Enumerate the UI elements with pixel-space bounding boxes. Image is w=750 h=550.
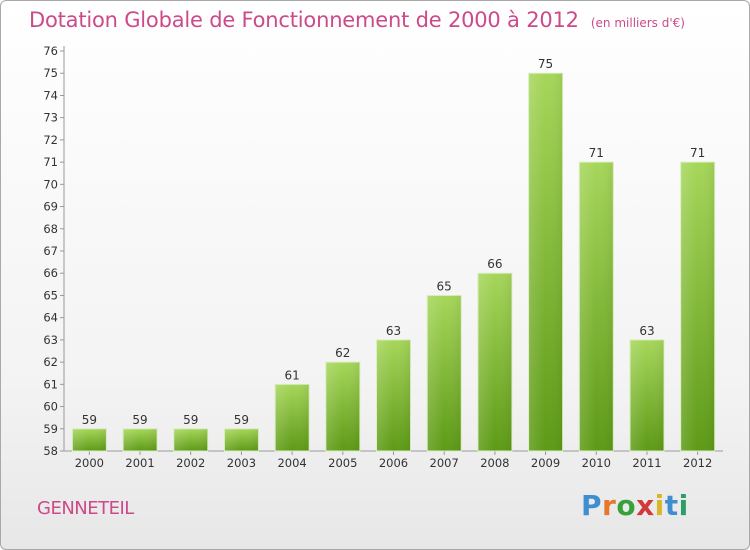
x-tick-label: 2010 <box>582 456 611 470</box>
x-tick-label: 2004 <box>277 456 306 470</box>
bar-value-label: 59 <box>183 413 198 427</box>
y-tick-label: 60 <box>43 400 58 414</box>
logo-letter: P <box>581 489 603 522</box>
y-tick-label: 63 <box>43 333 58 347</box>
bar-shine <box>123 428 158 451</box>
y-tick-label: 67 <box>43 244 58 258</box>
y-tick-label: 69 <box>43 200 58 214</box>
logo-letter: t <box>664 489 679 522</box>
y-tick-label: 68 <box>43 222 58 236</box>
bar-value-label: 63 <box>386 324 401 338</box>
bar-shine <box>72 428 107 451</box>
proxiti-logo: Proxiti <box>581 489 689 522</box>
bar-value-label: 71 <box>589 146 604 160</box>
bar-value-label: 66 <box>487 257 502 271</box>
x-tick-label: 2012 <box>683 456 712 470</box>
x-tick-label: 2011 <box>632 456 661 470</box>
x-tick-label: 2006 <box>379 456 408 470</box>
logo-letter: i <box>678 489 689 522</box>
commune-name: GENNETEIL <box>37 498 134 519</box>
y-tick-label: 76 <box>43 44 58 58</box>
y-tick-label: 70 <box>43 177 58 191</box>
y-tick-label: 61 <box>43 377 58 391</box>
bar-value-label: 59 <box>132 413 147 427</box>
bar-shine <box>629 339 664 451</box>
bar-value-label: 63 <box>639 324 654 338</box>
bar-shine <box>680 162 715 451</box>
logo-letter: i <box>654 489 665 522</box>
bar-shine <box>528 73 563 451</box>
logo-letter: r <box>602 489 617 522</box>
y-tick-label: 72 <box>43 133 58 147</box>
y-tick-label: 59 <box>43 422 58 436</box>
x-tick-label: 2002 <box>176 456 205 470</box>
logo-letter: o <box>616 489 637 522</box>
title-row: Dotation Globale de Fonctionnement de 20… <box>29 8 685 32</box>
bar-value-label: 59 <box>234 413 249 427</box>
bar-shine <box>275 384 310 451</box>
bar-shine <box>173 428 208 451</box>
bar-shine <box>376 339 411 451</box>
y-tick-label: 75 <box>43 66 58 80</box>
bar-shine <box>224 428 259 451</box>
y-tick-label: 65 <box>43 288 58 302</box>
bar-value-label: 75 <box>538 57 553 71</box>
bar-value-label: 59 <box>82 413 97 427</box>
x-tick-label: 2001 <box>125 456 154 470</box>
y-tick-label: 66 <box>43 266 58 280</box>
chart-subtitle: (en milliers d'€) <box>590 16 685 30</box>
x-tick-label: 2008 <box>480 456 509 470</box>
x-tick-label: 2009 <box>531 456 560 470</box>
bar-shine <box>477 273 512 451</box>
bar-value-label: 65 <box>437 279 452 293</box>
y-tick-label: 74 <box>43 88 58 102</box>
x-tick-label: 2000 <box>75 456 104 470</box>
y-tick-label: 73 <box>43 111 58 125</box>
bar-shine <box>427 295 462 451</box>
bar-value-label: 71 <box>690 146 705 160</box>
x-tick-label: 2003 <box>227 456 256 470</box>
chart-title: Dotation Globale de Fonctionnement de 20… <box>29 8 579 32</box>
y-tick-label: 71 <box>43 155 58 169</box>
y-tick-label: 62 <box>43 355 58 369</box>
x-tick-label: 2005 <box>328 456 357 470</box>
bar-shine <box>579 162 614 451</box>
bar-shine <box>325 362 360 451</box>
logo-letter: x <box>636 489 655 522</box>
bar-value-label: 61 <box>284 368 299 382</box>
y-tick-label: 58 <box>43 444 58 458</box>
y-tick-label: 64 <box>43 311 58 325</box>
x-tick-label: 2007 <box>430 456 459 470</box>
bar-value-label: 62 <box>335 346 350 360</box>
